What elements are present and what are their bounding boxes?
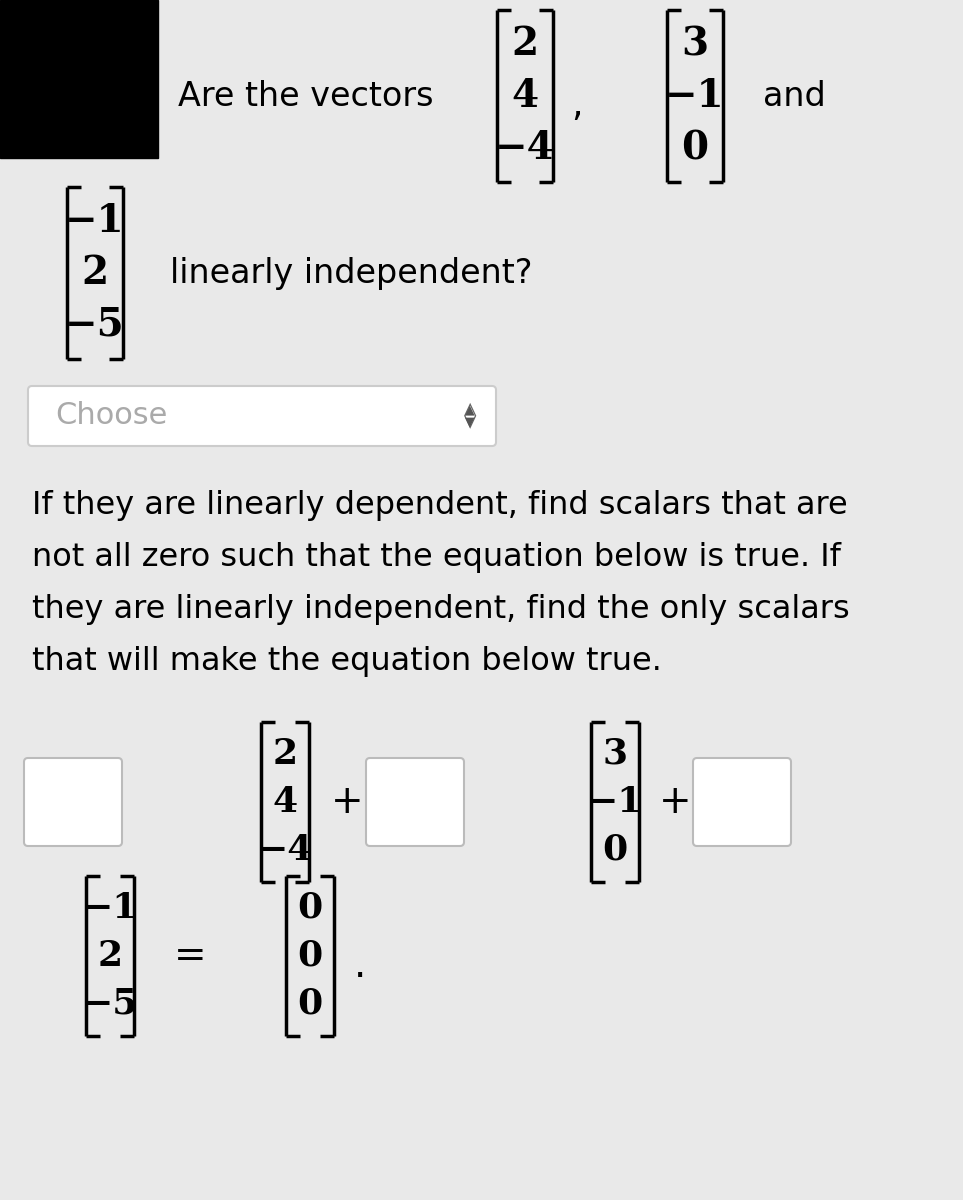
- Text: −1: −1: [587, 785, 642, 818]
- Text: they are linearly independent, find the only scalars: they are linearly independent, find the …: [32, 594, 849, 625]
- Text: 2: 2: [273, 737, 298, 770]
- Text: −4: −4: [257, 833, 313, 866]
- Text: 0: 0: [603, 833, 628, 866]
- Text: not all zero such that the equation below is true. If: not all zero such that the equation belo…: [32, 542, 841, 572]
- Text: 2: 2: [511, 25, 538, 62]
- Text: =: =: [173, 937, 206, 974]
- Bar: [0, 0, 158, 158]
- Text: 3: 3: [603, 737, 628, 770]
- Text: 4: 4: [511, 77, 538, 115]
- Text: that will make the equation below true.: that will make the equation below true.: [32, 646, 662, 677]
- Text: .: .: [353, 947, 366, 985]
- Text: 0: 0: [682, 128, 709, 167]
- Text: 3: 3: [682, 25, 709, 62]
- Text: −1: −1: [665, 77, 725, 115]
- Text: 0: 0: [298, 986, 323, 1021]
- Text: −5: −5: [65, 306, 125, 344]
- Text: ◊: ◊: [464, 403, 476, 428]
- Text: −5: −5: [82, 986, 138, 1021]
- Text: −4: −4: [495, 128, 555, 167]
- FancyBboxPatch shape: [28, 386, 496, 446]
- Text: −1: −1: [65, 202, 125, 240]
- Text: +: +: [330, 782, 363, 821]
- Text: 2: 2: [97, 938, 122, 973]
- Text: ,: ,: [571, 89, 583, 122]
- FancyBboxPatch shape: [24, 758, 122, 846]
- FancyBboxPatch shape: [693, 758, 791, 846]
- Text: linearly independent?: linearly independent?: [170, 257, 533, 289]
- Text: Are the vectors: Are the vectors: [178, 79, 433, 113]
- FancyBboxPatch shape: [366, 758, 464, 846]
- Text: +: +: [659, 782, 691, 821]
- Text: If they are linearly dependent, find scalars that are: If they are linearly dependent, find sca…: [32, 490, 847, 521]
- Text: 0: 0: [298, 890, 323, 925]
- Text: 4: 4: [273, 785, 298, 818]
- Text: 0: 0: [298, 938, 323, 973]
- Text: −1: −1: [82, 890, 138, 925]
- Text: 2: 2: [82, 254, 109, 292]
- Text: ▲: ▲: [465, 403, 475, 416]
- Text: Choose: Choose: [55, 402, 168, 431]
- Text: and: and: [763, 79, 825, 113]
- Text: ▼: ▼: [465, 415, 475, 428]
